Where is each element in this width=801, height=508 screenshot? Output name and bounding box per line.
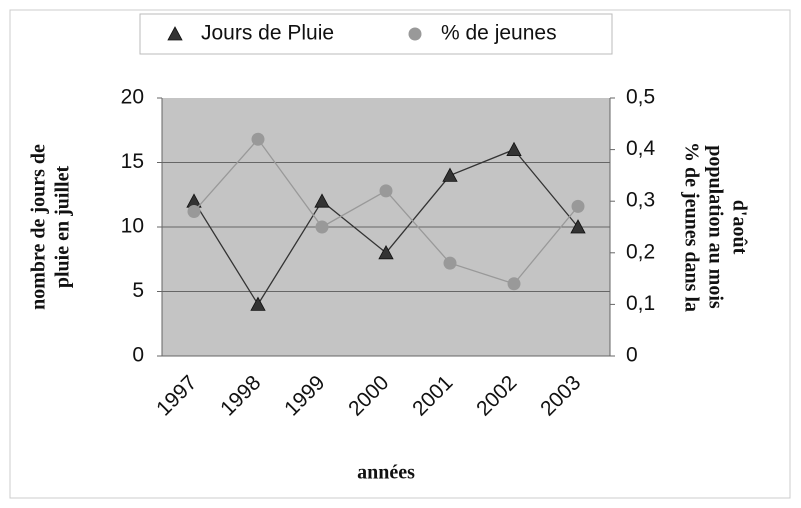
x-tick-label: 1997 <box>152 371 201 420</box>
y-axis-title: pluie en juillet <box>52 166 74 289</box>
x-tick-label: 2002 <box>472 371 521 420</box>
data-point <box>314 193 330 208</box>
x-tick-label: 2001 <box>408 371 457 420</box>
x-tick-label: 1999 <box>280 371 329 420</box>
y2-tick-label: 0,1 <box>626 292 655 315</box>
y-tick-label: 5 <box>132 279 144 302</box>
data-point <box>378 244 394 260</box>
data-point <box>442 167 458 182</box>
y2-axis-title: % de jeunes dans la <box>680 142 702 312</box>
x-tick-label: 1998 <box>216 371 265 420</box>
data-point <box>250 296 266 311</box>
y-tick-label: 20 <box>121 86 144 109</box>
data-point <box>443 256 457 270</box>
y2-tick-label: 0,5 <box>626 86 655 109</box>
legend-label: % de jeunes <box>441 22 557 45</box>
data-point <box>315 220 329 234</box>
x-tick-label: 2000 <box>344 371 393 420</box>
x-tick-label: 2003 <box>536 371 585 420</box>
legend-marker <box>408 27 422 41</box>
y2-tick-label: 0,2 <box>626 240 655 263</box>
y2-axis-title: d'août <box>728 200 750 255</box>
data-point <box>187 205 201 219</box>
y-tick-label: 15 <box>121 150 144 173</box>
y-tick-label: 0 <box>132 344 144 367</box>
legend-box <box>139 13 613 55</box>
chart-frame <box>9 9 791 499</box>
legend-label: Jours de Pluie <box>201 22 334 45</box>
y-tick-label: 10 <box>121 215 144 238</box>
data-point <box>570 219 586 234</box>
x-axis-title: années <box>357 462 415 484</box>
y-axis-title: nombre de jours de <box>28 144 50 310</box>
y2-axis-title: population au mois <box>704 145 726 309</box>
y2-tick-label: 0,4 <box>626 137 656 160</box>
data-point <box>251 132 265 146</box>
data-point <box>507 277 521 291</box>
data-point <box>506 141 522 156</box>
legend-marker <box>167 26 183 41</box>
data-point <box>379 184 393 198</box>
data-point <box>571 199 585 213</box>
y2-tick-label: 0 <box>626 344 638 367</box>
y2-tick-label: 0,3 <box>626 189 655 212</box>
